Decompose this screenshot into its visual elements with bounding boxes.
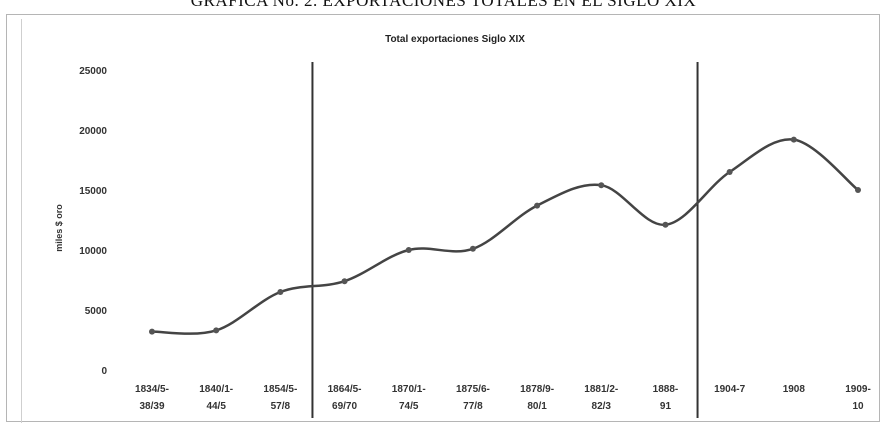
y-tick-label: 25000	[79, 66, 107, 77]
data-point-marker	[277, 289, 284, 295]
chart-frame	[6, 14, 881, 423]
y-axis-ticks: 0 5000 10000 15000 20000 25000	[79, 66, 107, 377]
figure-caption: GRAFICA No. 2. EXPORTACIONES TOTALES EN …	[190, 0, 697, 10]
x-tick-label: 1840/1-44/5	[199, 384, 233, 412]
x-tick-label: 1908	[783, 384, 806, 395]
x-tick-label: 1864/5-69/70	[328, 384, 362, 412]
x-tick-label: 1854/5-57/8	[263, 384, 297, 412]
data-point-marker	[790, 136, 797, 143]
data-point-marker	[469, 245, 476, 252]
x-tick-label: 1881/2-82/3	[584, 384, 618, 412]
y-tick-label: 20000	[79, 126, 107, 137]
y-tick-label: 10000	[79, 246, 107, 257]
data-point-marker	[534, 202, 541, 209]
x-axis-ticks: 1834/5-38/39 1840/1-44/5 1854/5-57/8 1864/5…	[135, 384, 871, 412]
x-tick-label: 1875/6-77/8	[456, 384, 490, 412]
x-tick-label: 1904-7	[714, 384, 746, 395]
chart-title: Total exportaciones Siglo XIX	[385, 34, 525, 45]
data-point-marker	[662, 221, 669, 228]
y-axis-label: miles $ oro	[54, 204, 64, 252]
data-point-marker	[855, 187, 861, 193]
x-tick-label: 1888-91	[653, 384, 679, 412]
series-line	[151, 138, 859, 335]
data-point-marker	[213, 327, 220, 334]
y-tick-label: 0	[101, 366, 107, 377]
data-point-marker	[149, 328, 155, 335]
data-point-marker	[341, 278, 348, 285]
x-tick-label: 1909-10	[845, 384, 871, 412]
vertical-dividers	[311, 62, 699, 418]
data-point-marker	[598, 182, 605, 189]
x-tick-label: 1878/9-80/1	[520, 384, 554, 412]
series-markers	[149, 136, 861, 335]
x-tick-label: 1870/1-74/5	[392, 384, 426, 412]
y-tick-label: 15000	[79, 186, 107, 197]
x-tick-label: 1834/5-38/39	[135, 384, 169, 412]
y-tick-label: 5000	[85, 306, 108, 317]
data-point-marker	[726, 169, 733, 175]
data-point-marker	[405, 247, 412, 253]
chart-inner-frame	[21, 19, 881, 423]
